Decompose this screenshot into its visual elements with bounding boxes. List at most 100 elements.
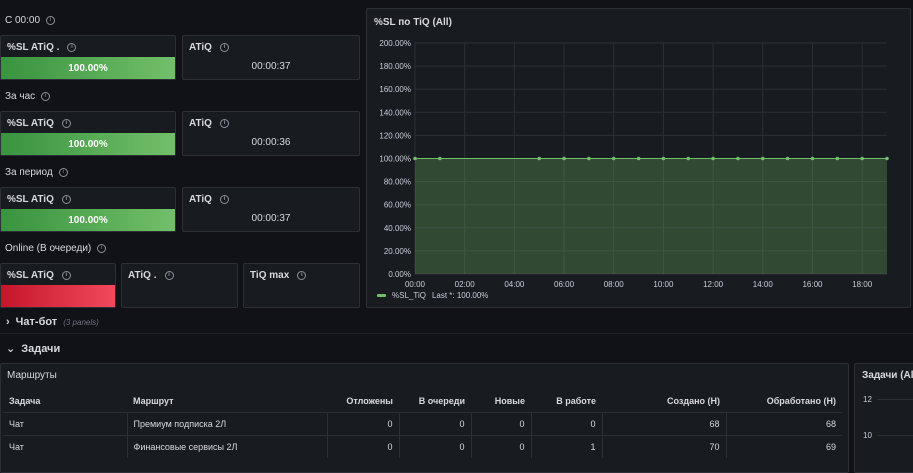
panel-title-label: ATiQ . [128, 270, 157, 281]
panel-title-label: %SL ATiQ . [7, 42, 60, 53]
column-header[interactable]: Маршрут [133, 395, 174, 406]
routes-panel: Маршруты Задача Маршрут Отложены В очере… [0, 363, 849, 473]
x-tick-label: 14:00 [753, 280, 774, 289]
y-tick-label: 140.00% [379, 108, 411, 117]
data-point [760, 156, 765, 161]
data-point [885, 156, 889, 161]
panel-title: ATiQ i [189, 118, 229, 129]
section-tasks[interactable]: ⌄ Задачи [6, 342, 61, 356]
row-title-label: За период [5, 167, 53, 178]
panel-title: ATiQ i [189, 42, 229, 53]
panel-title-label: %SL ATiQ [7, 270, 54, 281]
info-icon[interactable]: i [61, 195, 71, 204]
table-cell: 68 [602, 411, 727, 435]
table-row[interactable]: Чат Премиум подписка 2Л 0 0 0 0 68 68 [3, 411, 842, 435]
panel-title: ATiQ i [189, 194, 229, 205]
routes-title: Маршруты [7, 370, 57, 381]
y-tick-label: 0.00% [388, 270, 411, 279]
row-title-hour: За час i [5, 91, 51, 102]
info-icon[interactable]: i [97, 244, 107, 253]
row-title-online: Online (В очереди) i [5, 243, 107, 254]
chevron-down-icon: ⌄ [6, 343, 16, 355]
chart-legend[interactable]: %SL_TiQ Last *: 100.00% [377, 291, 488, 300]
sl-gauge-bar: 100.00% [1, 133, 175, 155]
table-cell: 0 [471, 434, 532, 458]
info-icon[interactable]: i [219, 195, 229, 204]
column-header[interactable]: Обработано (Н) [766, 395, 836, 406]
y-tick-label: 60.00% [384, 201, 411, 210]
info-icon[interactable]: i [67, 43, 77, 52]
table-cell: Премиум подписка 2Л [127, 411, 328, 435]
panel-title: TiQ max i [250, 270, 307, 281]
table-cell: 0 [327, 411, 400, 435]
table-cell: Финансовые сервисы 2Л [127, 434, 328, 458]
info-icon[interactable]: i [58, 168, 68, 177]
column-header[interactable]: В работе [556, 395, 596, 406]
section-chatbot[interactable]: › Чат-бот (3 panels) [6, 316, 99, 328]
section-chatbot-label: Чат-бот [15, 316, 58, 328]
data-point [537, 156, 542, 161]
data-point [785, 156, 790, 161]
panel-title-label: %SL ATiQ [7, 118, 54, 129]
info-icon[interactable]: i [219, 43, 229, 52]
routes-table: Задача Маршрут Отложены В очереди Новые … [3, 390, 842, 458]
y-tick-label: 40.00% [384, 224, 411, 233]
data-point [711, 156, 715, 161]
y-tick-label: 100.00% [379, 155, 411, 164]
panel-title: %SL ATiQ i [7, 194, 71, 205]
column-header[interactable]: Задача [9, 395, 41, 406]
panel-title-label: %SL ATiQ [7, 194, 54, 205]
atiq-value: 00:00:37 [251, 213, 291, 224]
panel-title: %SL ATiQ i [7, 270, 71, 281]
data-point [438, 156, 442, 161]
info-icon[interactable]: i [61, 119, 71, 128]
info-icon[interactable]: i [164, 271, 174, 280]
x-tick-label: 00:00 [405, 280, 426, 289]
chart-title: %SL по TiQ (All) [374, 17, 452, 28]
legend-swatch [377, 294, 386, 297]
section-tasks-label: Задачи [21, 342, 61, 355]
info-icon[interactable]: i [46, 16, 56, 25]
row-title-label: За час [5, 91, 36, 102]
x-tick-label: 02:00 [455, 280, 476, 289]
y-tick-label: 160.00% [379, 85, 411, 94]
y-tick-label: 200.00% [379, 39, 411, 48]
data-point [810, 156, 815, 161]
table-cell: Чат [3, 411, 128, 435]
panel-title-label: ATiQ [189, 42, 212, 53]
panel-atiq-2: ATiQ i 00:00:36 [182, 111, 360, 156]
panel-atiq-1: ATiQ i 00:00:37 [182, 35, 360, 80]
table-row[interactable]: Чат Финансовые сервисы 2Л 0 0 0 1 70 69 [3, 434, 842, 458]
divider [0, 333, 913, 334]
y-tick-label: 180.00% [379, 62, 411, 71]
atiq-value: 00:00:37 [251, 61, 291, 72]
table-cell: Чат [3, 434, 128, 458]
data-point [686, 156, 691, 161]
info-icon[interactable]: i [297, 271, 307, 280]
panel-title-label: ATiQ [189, 118, 212, 129]
data-point [835, 156, 840, 161]
table-cell: 0 [327, 434, 400, 458]
table-cell: 68 [726, 411, 842, 435]
column-header[interactable]: Новые [494, 395, 525, 406]
row-title-c0000: С 00:00 i [5, 15, 56, 26]
panel-title: %SL ATiQ . i [7, 42, 77, 53]
table-cell: 70 [602, 434, 727, 458]
chevron-right-icon: › [6, 316, 10, 328]
info-icon[interactable]: i [41, 92, 51, 101]
column-header[interactable]: В очереди [418, 395, 465, 406]
panel-count: (3 panels) [63, 317, 99, 327]
series-area [415, 158, 887, 274]
data-point [562, 156, 566, 161]
x-tick-label: 04:00 [504, 280, 525, 289]
panel-title-label: ATiQ [189, 194, 212, 205]
y-tick-label: 120.00% [379, 131, 411, 140]
legend-series-name: %SL_TiQ [392, 291, 426, 300]
panel-sl-atiq-2: %SL ATiQ i 100.00% [0, 111, 176, 156]
info-icon[interactable]: i [61, 271, 71, 280]
column-header[interactable]: Создано (Н) [667, 395, 720, 406]
sl-gauge-bar-red [1, 285, 115, 307]
column-header[interactable]: Отложены [346, 395, 393, 406]
info-icon[interactable]: i [219, 119, 229, 128]
panel-tiq-max: TiQ max i [243, 263, 360, 308]
